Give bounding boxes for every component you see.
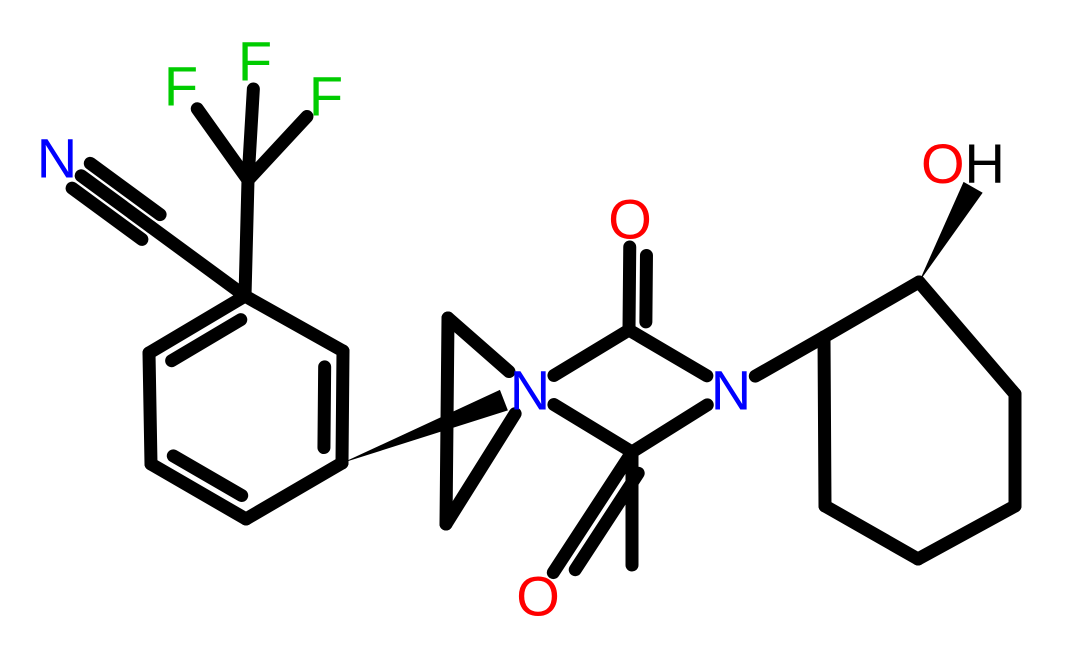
atom-label-o: O [516, 565, 560, 628]
atom-label-o: OH [921, 132, 1005, 195]
atom-label-f: F [238, 30, 272, 93]
atom-label-n: N [510, 359, 550, 422]
atom-label-n: N [711, 359, 751, 422]
atom-label-f: F [164, 55, 198, 118]
molecule-diagram: NFFFNNOOOH [0, 0, 1072, 662]
atom-label-n: N [37, 127, 77, 190]
atom-label-o: O [608, 188, 652, 251]
atom-label-f: F [309, 65, 343, 128]
